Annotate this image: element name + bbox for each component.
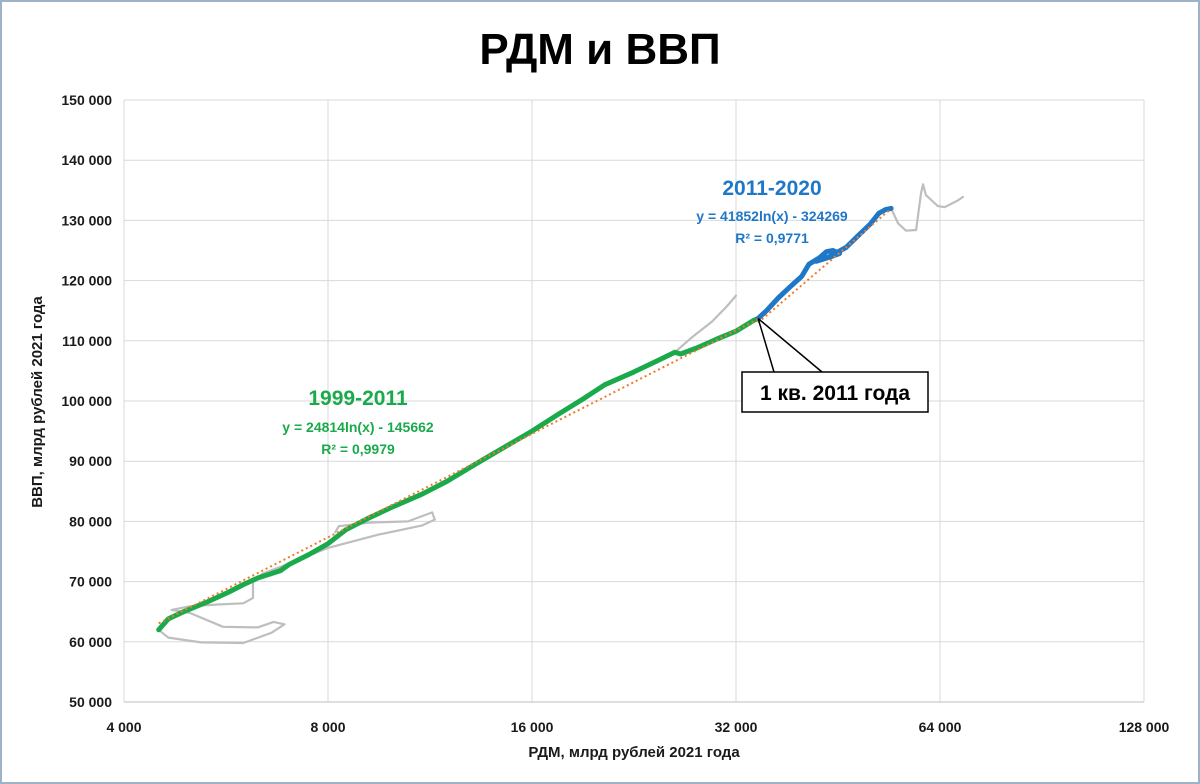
x-tick-label: 32 000 bbox=[715, 719, 758, 735]
chart-title: РДМ и ВВП bbox=[479, 25, 720, 74]
annotation-equation: y = 41852ln(x) - 324269 bbox=[696, 208, 848, 224]
x-tick-label: 16 000 bbox=[511, 719, 554, 735]
y-tick-label: 90 000 bbox=[69, 453, 112, 469]
annotation-2011-2020: 2011-2020 y = 41852ln(x) - 324269 R² = 0… bbox=[696, 177, 848, 246]
trend-1999-2011 bbox=[158, 318, 759, 625]
y-tick-label: 130 000 bbox=[61, 212, 112, 228]
tick-labels: 50 000 60 000 70 000 80 000 90 000 100 000 110… bbox=[61, 92, 1169, 735]
callout: 1 кв. 2011 года bbox=[741, 317, 929, 413]
y-tick-label: 70 000 bbox=[69, 574, 112, 590]
annotation-title: 1999-2011 bbox=[308, 387, 408, 410]
x-tick-label: 128 000 bbox=[1119, 719, 1170, 735]
annotation-title: 2011-2020 bbox=[722, 177, 821, 200]
y-tick-label: 80 000 bbox=[69, 513, 112, 529]
x-tick-label: 8 000 bbox=[310, 719, 345, 735]
series-gray-line bbox=[890, 183, 965, 232]
y-tick-label: 140 000 bbox=[61, 152, 112, 168]
series-gray-line bbox=[157, 511, 436, 645]
trendlines bbox=[158, 207, 892, 625]
y-tick-label: 50 000 bbox=[69, 694, 112, 710]
callout-leader-line bbox=[757, 318, 775, 373]
x-tick-label: 64 000 bbox=[919, 719, 962, 735]
y-tick-label: 150 000 bbox=[61, 92, 112, 108]
trend-2011-2020 bbox=[757, 207, 892, 324]
annotation-r2: R² = 0,9979 bbox=[321, 441, 395, 457]
y-tick-label: 100 000 bbox=[61, 393, 112, 409]
series-line-2011-2020 bbox=[755, 205, 894, 321]
series-gray-line bbox=[673, 294, 738, 354]
callout-box bbox=[741, 371, 929, 413]
series bbox=[156, 183, 965, 645]
y-axis-title: ВВП, млрд рублей 2021 года bbox=[29, 296, 46, 508]
x-axis-title: РДМ, млрд рублей 2021 года bbox=[528, 744, 740, 761]
y-tick-label: 110 000 bbox=[62, 333, 112, 349]
grid bbox=[123, 99, 1145, 703]
callout-label: 1 кв. 2011 года bbox=[760, 382, 910, 405]
series-line-1999-2011 bbox=[156, 316, 761, 633]
annotation-r2: R² = 0,9771 bbox=[735, 230, 809, 246]
annotation-equation: y = 24814ln(x) - 145662 bbox=[282, 419, 434, 435]
y-tick-label: 60 000 bbox=[69, 634, 112, 650]
callout-leader-line bbox=[757, 317, 823, 373]
y-tick-label: 120 000 bbox=[61, 273, 112, 289]
annotation-1999-2011: 1999-2011 y = 24814ln(x) - 145662 R² = 0… bbox=[282, 387, 434, 457]
x-tick-label: 4 000 bbox=[106, 719, 141, 735]
